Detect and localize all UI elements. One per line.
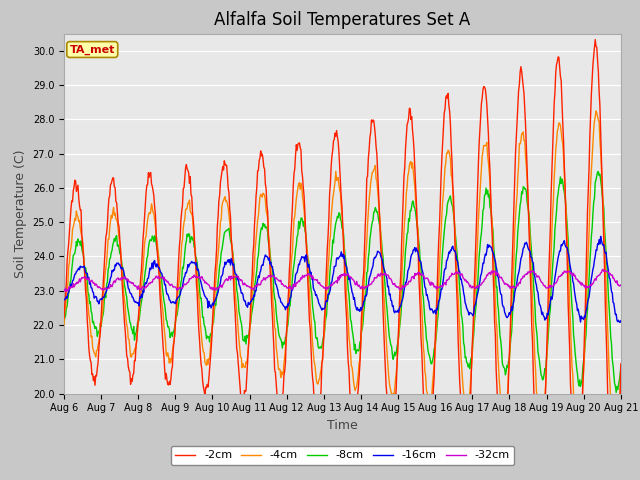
Title: Alfalfa Soil Temperatures Set A: Alfalfa Soil Temperatures Set A bbox=[214, 11, 470, 29]
Line: -32cm: -32cm bbox=[64, 269, 621, 291]
-4cm bbox=[70, 221, 78, 227]
-16cm bbox=[184, 262, 192, 267]
-32cm bbox=[617, 282, 625, 288]
-32cm bbox=[63, 288, 70, 294]
-8cm bbox=[214, 288, 221, 294]
-8cm bbox=[595, 168, 602, 174]
-16cm bbox=[60, 297, 68, 303]
-16cm bbox=[70, 274, 78, 280]
-2cm bbox=[60, 316, 68, 322]
-8cm bbox=[617, 364, 625, 370]
-2cm bbox=[127, 376, 135, 382]
X-axis label: Time: Time bbox=[327, 419, 358, 432]
-8cm bbox=[426, 357, 434, 363]
-4cm bbox=[617, 367, 625, 373]
-8cm bbox=[184, 234, 192, 240]
-2cm bbox=[214, 224, 221, 229]
-2cm bbox=[184, 168, 192, 173]
-8cm bbox=[70, 252, 78, 257]
-2cm bbox=[70, 184, 78, 190]
-8cm bbox=[612, 390, 620, 396]
-4cm bbox=[214, 259, 221, 265]
-2cm bbox=[410, 147, 418, 153]
Y-axis label: Soil Temperature (C): Soil Temperature (C) bbox=[14, 149, 27, 278]
-4cm bbox=[611, 444, 618, 449]
-2cm bbox=[591, 36, 599, 42]
Legend: -2cm, -4cm, -8cm, -16cm, -32cm: -2cm, -4cm, -8cm, -16cm, -32cm bbox=[171, 446, 514, 465]
-4cm bbox=[592, 108, 600, 114]
Line: -4cm: -4cm bbox=[64, 111, 621, 446]
-4cm bbox=[426, 396, 434, 401]
-16cm bbox=[214, 291, 221, 297]
-16cm bbox=[410, 247, 418, 253]
-32cm bbox=[185, 279, 193, 285]
-32cm bbox=[428, 279, 435, 285]
-32cm bbox=[71, 282, 79, 288]
-2cm bbox=[617, 361, 625, 367]
-16cm bbox=[616, 320, 624, 325]
-32cm bbox=[60, 287, 68, 293]
-8cm bbox=[410, 204, 418, 210]
-16cm bbox=[617, 318, 625, 324]
-8cm bbox=[127, 325, 135, 331]
Line: -8cm: -8cm bbox=[64, 171, 621, 393]
-32cm bbox=[599, 266, 607, 272]
-4cm bbox=[410, 175, 418, 180]
-16cm bbox=[426, 307, 434, 313]
-16cm bbox=[127, 291, 135, 297]
-16cm bbox=[597, 233, 605, 239]
-8cm bbox=[60, 319, 68, 325]
-4cm bbox=[184, 200, 192, 206]
-4cm bbox=[127, 354, 135, 360]
-32cm bbox=[411, 271, 419, 276]
Line: -2cm: -2cm bbox=[64, 39, 621, 480]
Text: TA_met: TA_met bbox=[70, 44, 115, 55]
-32cm bbox=[214, 285, 222, 291]
Line: -16cm: -16cm bbox=[64, 236, 621, 323]
-2cm bbox=[426, 435, 434, 441]
-4cm bbox=[60, 322, 68, 327]
-32cm bbox=[128, 280, 136, 286]
